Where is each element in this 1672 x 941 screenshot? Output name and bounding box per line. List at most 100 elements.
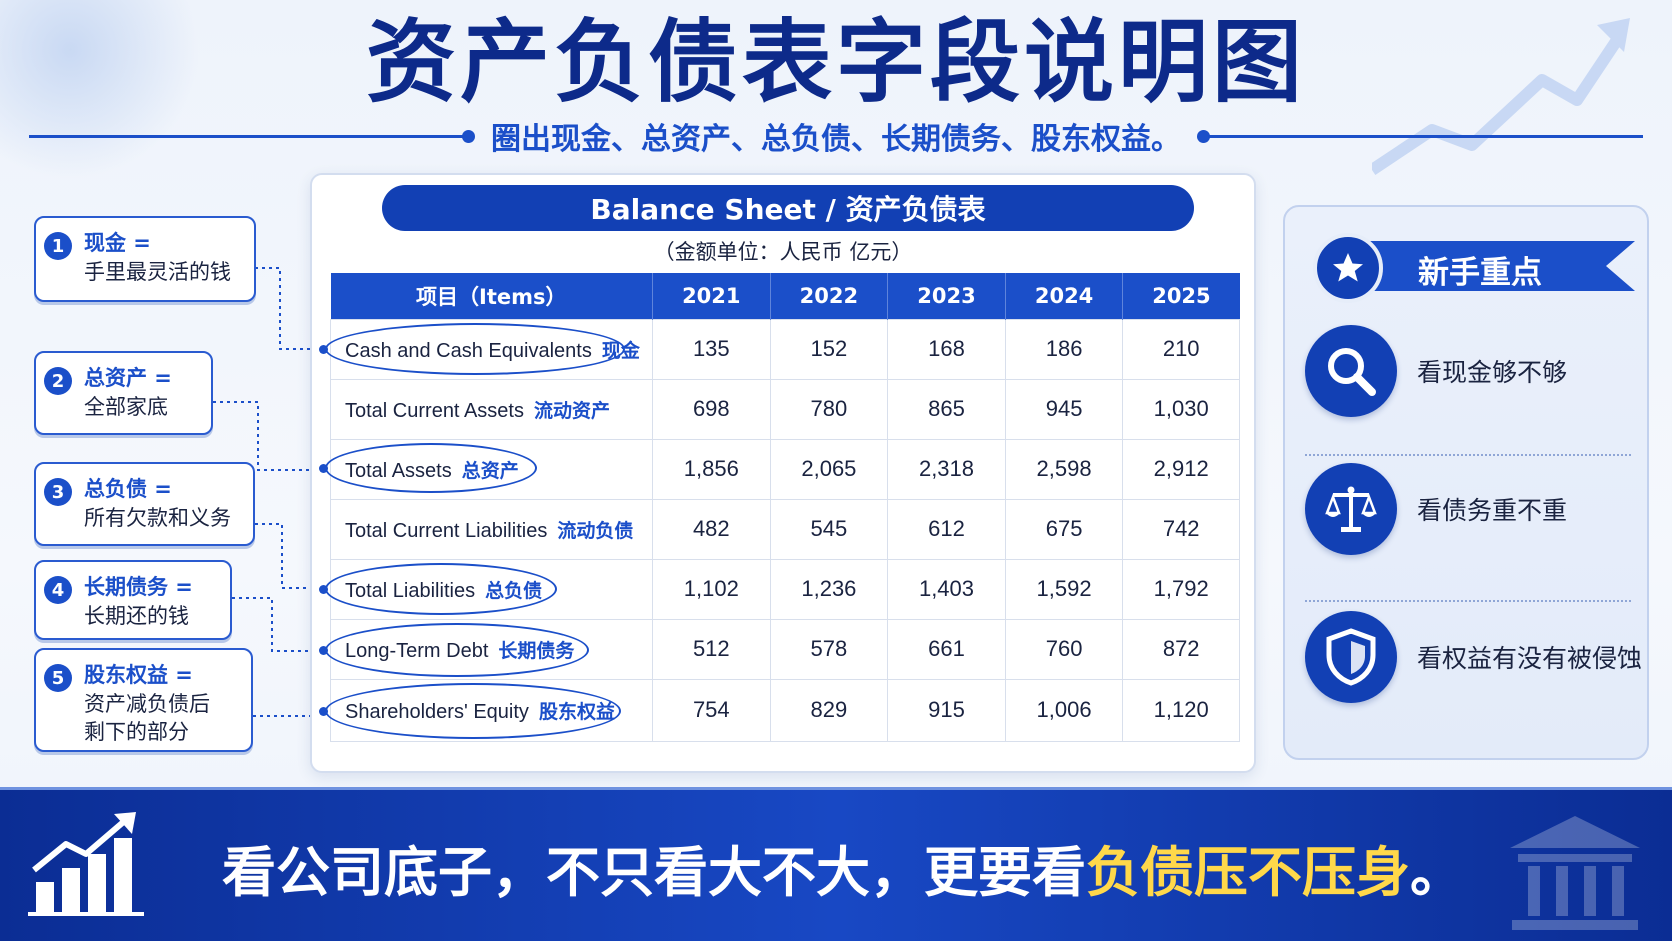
item-chinese: 现金 xyxy=(601,339,640,362)
table-cell-value: 1,792 xyxy=(1122,558,1240,620)
callout-text: 所有欠款和义务 xyxy=(84,506,231,530)
item-english: Cash and Cash Equivalents xyxy=(345,339,592,362)
table-cell-value: 2,065 xyxy=(769,438,889,500)
row-item-label: Total Current Liabilities 流动负债 xyxy=(330,498,653,560)
subtitle-divider-right xyxy=(1197,129,1643,143)
table-cell-value: 482 xyxy=(652,498,771,560)
magnifier-icon xyxy=(1305,325,1397,417)
table-cell-value: 780 xyxy=(769,378,889,440)
callout-number-badge: 4 xyxy=(44,576,72,604)
table-cell-value: 1,592 xyxy=(1004,558,1124,620)
row-item-label: Total Assets 总资产 xyxy=(319,438,653,500)
table-cell-value: 872 xyxy=(1122,618,1240,680)
table-cell-value: 1,120 xyxy=(1122,678,1240,742)
column-header-year: 2023 xyxy=(887,273,1006,319)
slogan-highlight: 负债压不压身 xyxy=(1086,841,1410,904)
table-cell-value: 2,912 xyxy=(1122,438,1240,500)
subtitle-divider-left xyxy=(29,129,475,143)
bank-building-icon xyxy=(1510,816,1640,930)
item-chinese: 总负债 xyxy=(485,579,543,602)
callout-text: 长期还的钱 xyxy=(84,604,189,628)
panel-title-ribbon: 新手重点 xyxy=(1313,233,1635,303)
callout-heading: 总负债 = xyxy=(84,477,172,501)
table-cell-value: 675 xyxy=(1004,498,1124,560)
scale-icon xyxy=(1305,463,1397,555)
bottom-banner: 看公司底子，不只看大不大，更要看负债压不压身。 xyxy=(0,787,1672,941)
divider xyxy=(1305,600,1631,602)
balance-sheet-card: Balance Sheet / 资产负债表 （金额单位：人民币 亿元） 项目（I… xyxy=(310,173,1256,773)
connector-dot xyxy=(319,706,328,716)
row-item-label: Total Liabilities 总负债 xyxy=(319,558,653,620)
callout-cash: 1 现金 = 手里最灵活的钱 xyxy=(34,216,256,302)
connector-4 xyxy=(232,597,322,652)
panel-title: 新手重点 xyxy=(1418,255,1542,291)
callout-text: 资产减负债后 xyxy=(84,692,210,716)
callout-number-badge: 5 xyxy=(44,664,72,692)
item-english: Total Current Assets xyxy=(345,399,524,422)
item-english: Total Current Liabilities xyxy=(345,519,548,542)
unit-note: （金额单位：人民币 亿元） xyxy=(653,240,913,264)
table-cell-value: 945 xyxy=(1004,378,1124,440)
slogan-end: 。 xyxy=(1410,841,1464,904)
table-row: Cash and Cash Equivalents 现金 135 152 168 186 2… xyxy=(319,318,1240,380)
row-item-label: Total Current Assets 流动资产 xyxy=(330,378,653,440)
column-header-year: 2021 xyxy=(652,273,771,319)
star-icon xyxy=(1313,233,1383,303)
table-header-row: 项目（Items） 2021 2022 2023 2024 2025 xyxy=(330,273,1240,319)
callout-text: 手里最灵活的钱 xyxy=(84,260,231,284)
table-cell-value: 829 xyxy=(769,678,889,742)
table-cell-value: 545 xyxy=(769,498,889,560)
table-cell-value: 186 xyxy=(1004,318,1124,380)
table-cell-value: 661 xyxy=(887,618,1006,680)
table-row: Long-Term Debt 长期债务 512 578 661 760 872 xyxy=(319,618,1240,680)
row-item-label: Shareholders' Equity 股东权益 xyxy=(319,678,653,742)
tip-item: 看债务重不重 xyxy=(1305,461,1635,557)
balance-sheet-table: 项目（Items） 2021 2022 2023 2024 2025 Cash … xyxy=(319,273,1240,742)
page-title: 资产负债表字段说明图 xyxy=(366,10,1306,115)
tip-label: 看现金够不够 xyxy=(1417,358,1568,387)
table-cell-value: 915 xyxy=(887,678,1006,742)
growth-chart-icon xyxy=(28,812,144,916)
table-row: Total Assets 总资产 1,856 2,065 2,318 2,598 2,912 xyxy=(319,438,1240,500)
callout-number-badge: 3 xyxy=(44,478,72,506)
table-cell-value: 1,102 xyxy=(652,558,771,620)
column-header-year: 2025 xyxy=(1122,273,1240,319)
callout-text: 全部家底 xyxy=(84,395,168,419)
table-cell-value: 578 xyxy=(769,618,889,680)
column-header-items: 项目（Items） xyxy=(330,273,653,319)
column-header-year: 2024 xyxy=(1005,273,1124,319)
callout-number-badge: 2 xyxy=(44,367,72,395)
table-cell-value: 698 xyxy=(652,378,771,440)
callout-total-liabilities: 3 总负债 = 所有欠款和义务 xyxy=(34,462,255,546)
callout-text: 剩下的部分 xyxy=(84,720,189,744)
tip-item: 看现金够不够 xyxy=(1305,323,1635,419)
connector-dot xyxy=(319,584,328,594)
table-cell-value: 754 xyxy=(652,678,771,742)
subtitle-row: 圈出现金、总资产、总负债、长期债务、股东权益。 xyxy=(0,116,1672,157)
callout-long-term-debt: 4 长期债务 = 长期还的钱 xyxy=(34,560,232,640)
callout-heading: 现金 = xyxy=(84,231,151,255)
shield-icon xyxy=(1305,611,1397,703)
table-row: Total Liabilities 总负债 1,102 1,236 1,403 1,592… xyxy=(319,558,1240,620)
row-item-label: Cash and Cash Equivalents 现金 xyxy=(319,318,653,380)
callout-total-assets: 2 总资产 = 全部家底 xyxy=(34,351,213,435)
item-chinese: 股东权益 xyxy=(538,700,615,723)
table-cell-value: 1,236 xyxy=(769,558,889,620)
connector-2 xyxy=(213,401,322,471)
bottom-slogan: 看公司底子，不只看大不大，更要看负债压不压身。 xyxy=(222,828,1464,907)
ribbon-bar xyxy=(1345,241,1635,291)
divider xyxy=(1305,454,1631,456)
table-cell-value: 512 xyxy=(652,618,771,680)
callout-number-badge: 1 xyxy=(44,232,72,260)
slogan-main: 看公司底子，不只看大不大，更要看 xyxy=(222,841,1086,904)
table-cell-value: 1,856 xyxy=(652,438,771,500)
connector-dot xyxy=(319,463,328,473)
table-row: Shareholders' Equity 股东权益 754 829 915 1,006 1,… xyxy=(319,678,1240,742)
table-cell-value: 742 xyxy=(1122,498,1240,560)
table-cell-value: 612 xyxy=(887,498,1006,560)
item-english: Total Liabilities xyxy=(345,579,476,602)
item-chinese: 总资产 xyxy=(461,459,519,482)
row-item-label: Long-Term Debt 长期债务 xyxy=(319,618,653,680)
beginner-tips-panel: 新手重点 看现金够不够 看债务重不重 xyxy=(1283,205,1649,760)
item-english: Long-Term Debt xyxy=(345,639,489,662)
